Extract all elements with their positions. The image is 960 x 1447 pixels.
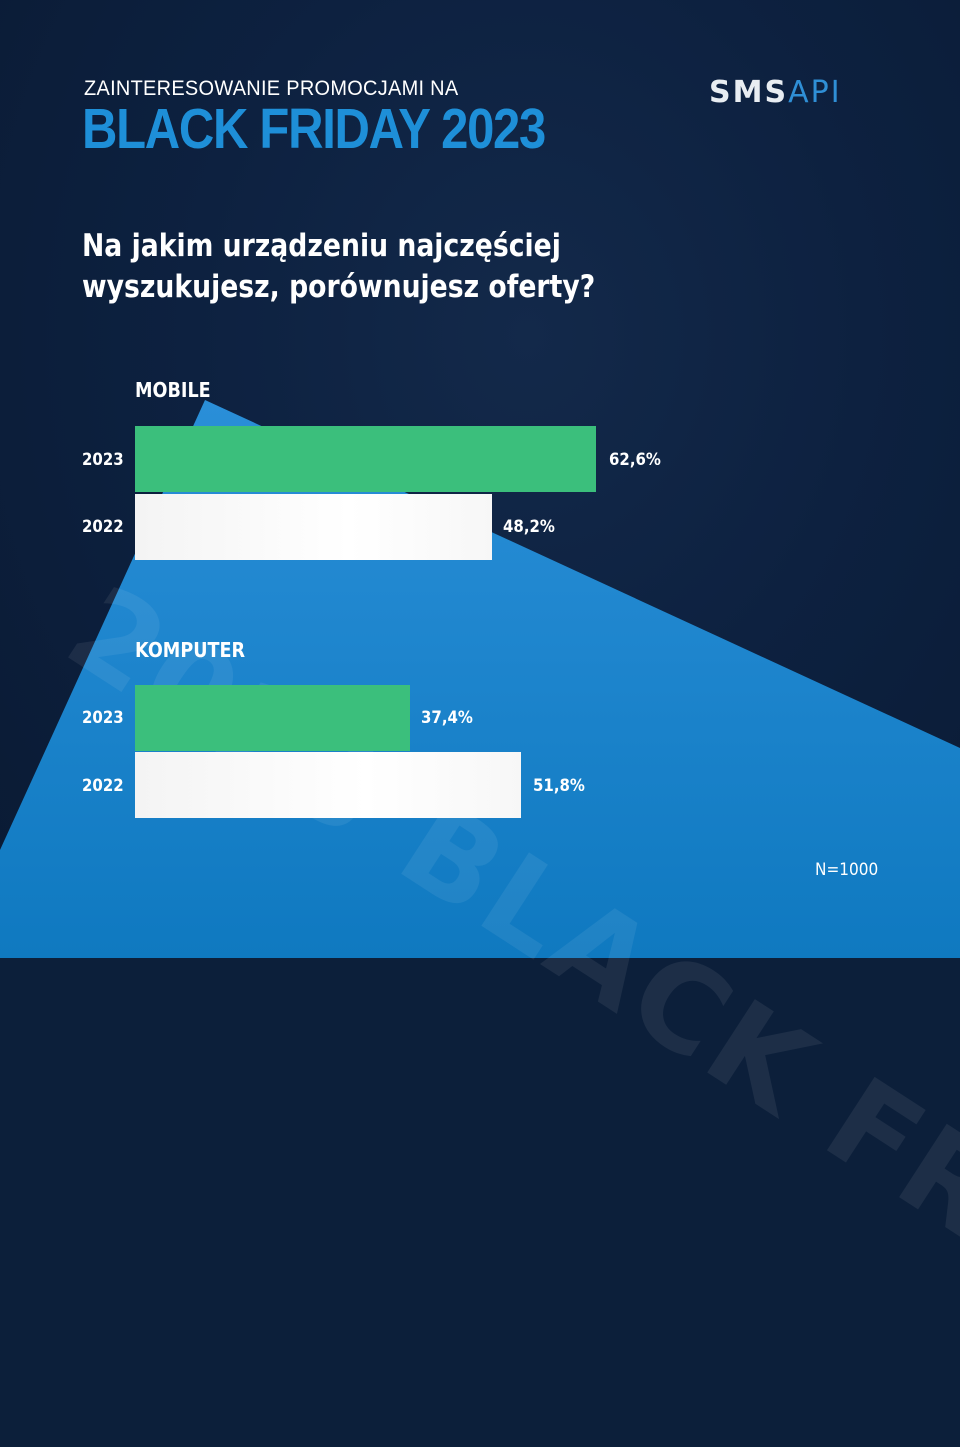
sample-size-note: N=1000 [815, 860, 879, 880]
bar-mobile-2023 [135, 426, 596, 492]
question-line-2: wyszukujesz, porównujesz oferty? [82, 269, 596, 305]
group-label-komputer: KOMPUTER [135, 638, 246, 662]
question-text: Na jakim urządzeniu najczęściej wyszukuj… [82, 226, 595, 308]
value-label: 48,2% [503, 517, 555, 537]
year-label: 2022 [82, 776, 124, 796]
value-label: 51,8% [533, 776, 585, 796]
header-subtitle: ZAINTERESOWANIE PROMOCJAMI NA [84, 77, 459, 100]
header-title: BLACK FRIDAY 2023 [82, 97, 546, 161]
logo-part-sms: SMS [709, 75, 789, 110]
bar-komputer-2023 [135, 685, 410, 751]
year-label: 2023 [82, 708, 124, 728]
logo-part-api: API [788, 75, 842, 110]
smsapi-logo: SMSAPI [709, 78, 842, 108]
value-label: 37,4% [421, 708, 473, 728]
year-label: 2022 [82, 517, 124, 537]
group-label-mobile: MOBILE [135, 378, 211, 402]
year-label: 2023 [82, 450, 124, 470]
value-label: 62,6% [609, 450, 661, 470]
question-line-1: Na jakim urządzeniu najczęściej [82, 228, 561, 264]
bar-mobile-2022 [135, 494, 492, 560]
bar-komputer-2022 [135, 752, 521, 818]
